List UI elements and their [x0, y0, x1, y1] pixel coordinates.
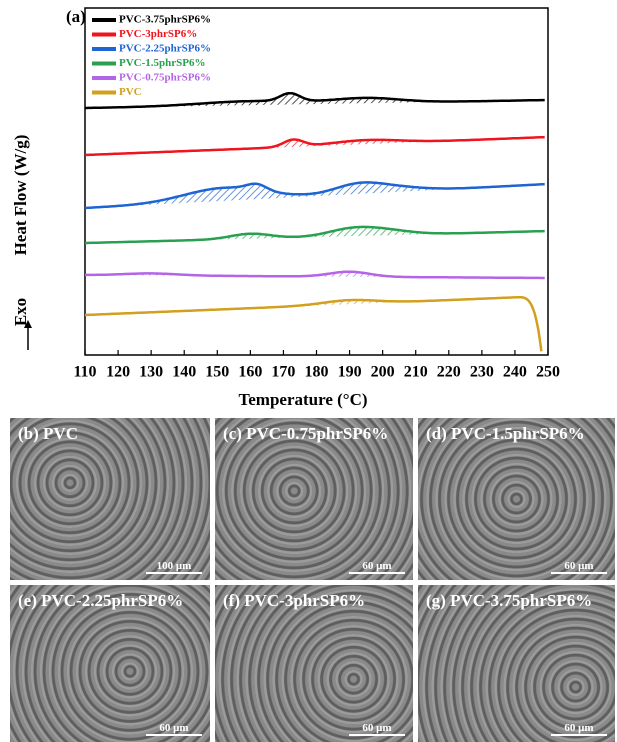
x-tick-label: 230 [470, 364, 494, 381]
x-tick-label: 240 [503, 364, 527, 381]
legend-label: PVC-3.75phrSP6% [119, 14, 211, 26]
x-tick-label: 160 [238, 364, 262, 381]
scale-bar: 60 μm [551, 560, 607, 574]
legend-label: PVC-3phrSP6% [119, 28, 197, 40]
micrograph: (e) PVC-2.25phrSP6% 60 μm [10, 585, 210, 742]
scale-bar: 60 μm [349, 722, 405, 736]
x-tick-label: 150 [205, 364, 229, 381]
micrograph: (d) PVC-1.5phrSP6% 60 μm [418, 418, 615, 580]
legend-label: PVC-2.25phrSP6% [119, 43, 211, 55]
x-axis-label: Temperature (°C) [238, 390, 367, 409]
x-tick-label: 120 [106, 364, 130, 381]
peak-hatch [85, 182, 545, 208]
scale-bar: 60 μm [349, 560, 405, 574]
x-tick-label: 250 [536, 364, 560, 381]
micrograph-label: (d) PVC-1.5phrSP6% [426, 424, 585, 443]
micrograph: (c) PVC-0.75phrSP6% 60 μm [215, 418, 413, 580]
x-tick-label: 180 [305, 364, 329, 381]
legend-label: PVC-1.5phrSP6% [119, 57, 205, 69]
x-tick-label: 130 [139, 364, 163, 381]
x-tick-label: 110 [73, 364, 96, 381]
x-tick-label: 140 [172, 364, 196, 381]
micrograph-label: (c) PVC-0.75phrSP6% [223, 424, 389, 443]
curve [85, 225, 545, 245]
x-tick-label: 170 [271, 364, 295, 381]
micrograph: (f) PVC-3phrSP6% 60 μm [215, 585, 413, 742]
exo-label: Exo [11, 298, 30, 326]
scale-bar: 100 μm [146, 560, 202, 574]
legend-label: PVC [119, 86, 142, 98]
micrograph-label: (b) PVC [18, 424, 78, 443]
scale-bar: 60 μm [146, 722, 202, 736]
micrograph-label: (f) PVC-3phrSP6% [223, 591, 366, 610]
x-tick-label: 190 [338, 364, 362, 381]
curve [85, 91, 545, 110]
y-axis-label: Heat Flow (W/g) [11, 135, 30, 256]
legend-label: PVC-0.75phrSP6% [119, 72, 211, 84]
curve [84, 135, 545, 157]
curve [84, 295, 543, 352]
micrograph: (b) PVC 100 μm [10, 418, 210, 580]
micrograph-label: (g) PVC-3.75phrSP6% [426, 591, 593, 610]
micrograph-label: (e) PVC-2.25phrSP6% [18, 591, 184, 610]
panel-label: (a) [66, 7, 86, 26]
chart: (a) Heat Flow (W/g) Exo Temperature (°C)… [11, 7, 560, 409]
scale-bar: 60 μm [551, 722, 607, 736]
curve [85, 270, 545, 280]
micrograph: (g) PVC-3.75phrSP6% 60 μm [418, 585, 615, 742]
exo-arrowhead [24, 320, 32, 328]
x-tick-label: 220 [437, 364, 461, 381]
x-tick-label: 210 [404, 364, 428, 381]
x-tick-label: 200 [371, 364, 395, 381]
curve [84, 181, 545, 210]
